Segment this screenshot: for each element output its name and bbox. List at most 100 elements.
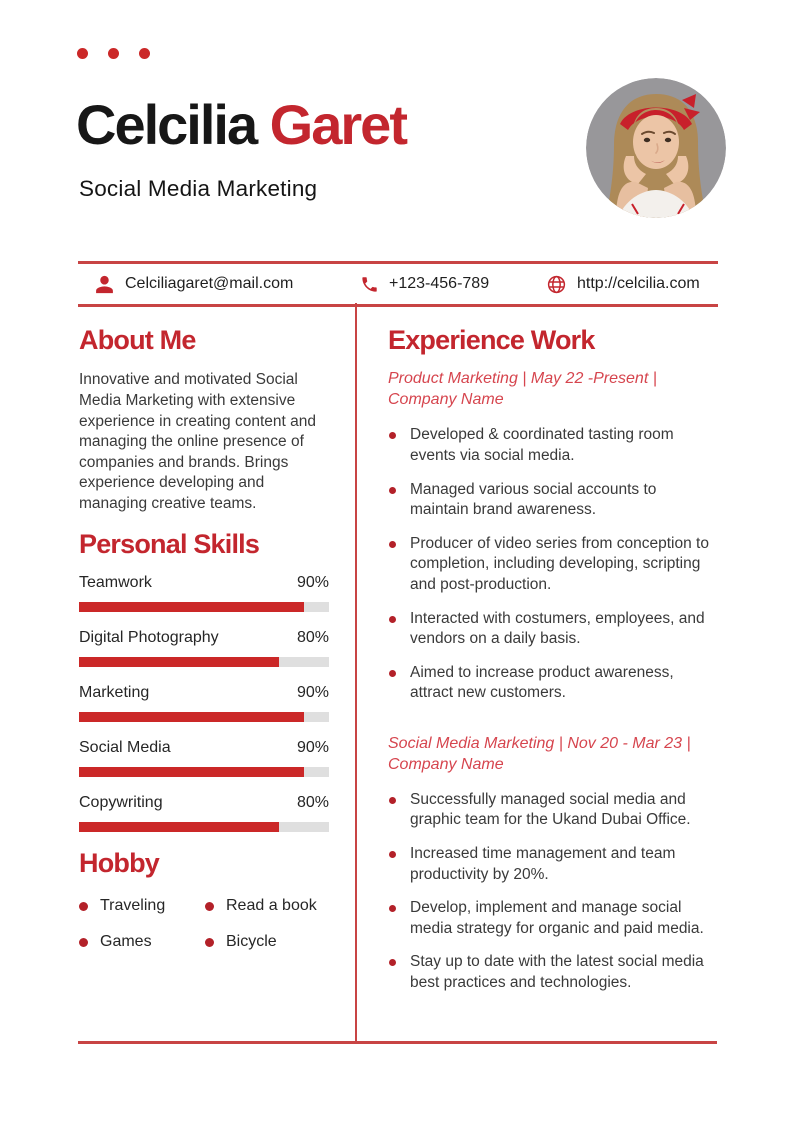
skill-row: Teamwork 90% <box>79 574 329 612</box>
bullet-icon <box>205 901 214 911</box>
first-name: Celcilia <box>76 93 258 156</box>
hobby-list: Traveling Read a book Games Bicycle <box>79 897 329 951</box>
contact-phone[interactable]: +123-456-789 <box>360 275 546 294</box>
job-bullet: Developed & coordinated tasting room eve… <box>388 425 712 466</box>
skill-row: Digital Photography 80% <box>79 629 329 667</box>
skill-bar-fill <box>79 821 279 832</box>
bullet-text: Producer of video series from conception… <box>410 534 709 593</box>
skill-bar <box>79 656 329 667</box>
bullet-icon <box>79 937 88 947</box>
bullet-text: Aimed to increase product awareness, att… <box>410 663 674 702</box>
profile-photo <box>586 78 726 218</box>
bottom-divider <box>78 1041 717 1044</box>
skill-label: Teamwork <box>79 573 152 591</box>
hobby-label: Read a book <box>226 897 317 915</box>
bullet-icon <box>205 937 214 947</box>
skill-bar <box>79 711 329 722</box>
hobby-section: Hobby Traveling Read a book Games Bicycle <box>79 847 329 951</box>
contact-website[interactable]: http://celcilia.com <box>546 274 718 295</box>
phone-icon <box>362 276 377 292</box>
globe-icon <box>547 275 566 293</box>
skills-heading: Personal Skills <box>79 528 260 559</box>
skill-percent: 90% <box>296 683 329 701</box>
skill-bar <box>79 821 329 832</box>
hobby-item: Games <box>79 933 205 951</box>
hobby-item: Read a book <box>205 897 329 915</box>
skill-percent: 80% <box>296 793 329 811</box>
last-name: Garet <box>269 93 408 156</box>
bullet-text: Develop, implement and manage social med… <box>410 899 704 937</box>
bullet-text: Stay up to date with the latest social m… <box>410 953 704 992</box>
skill-percent: 90% <box>296 573 329 591</box>
bullet-text: Developed & coordinated tasting room eve… <box>410 426 674 464</box>
right-column: Experience Work Product Marketing | May … <box>388 326 712 1007</box>
hobby-item: Traveling <box>79 897 205 915</box>
experience-heading: Experience Work <box>388 325 595 355</box>
skill-percent: 80% <box>296 628 329 646</box>
skill-bar <box>79 766 329 777</box>
job-bullet: Develop, implement and manage social med… <box>388 898 712 939</box>
skill-label: Marketing <box>79 683 150 701</box>
job-entry: Social Media Marketing | Nov 20 - Mar 23… <box>388 733 712 994</box>
hobby-label: Games <box>100 933 152 951</box>
person-icon <box>96 275 113 293</box>
email-text: Celciliagaret@mail.com <box>125 275 294 292</box>
decor-dot <box>139 48 150 59</box>
contact-bar: Celciliagaret@mail.com +123-456-789 http… <box>78 261 718 307</box>
left-column: About Me Innovative and motivated Social… <box>79 326 329 951</box>
bullet-icon <box>389 851 396 859</box>
column-divider <box>355 303 357 1042</box>
bullet-icon <box>389 615 396 623</box>
hobby-label: Traveling <box>100 897 166 915</box>
skill-row: Marketing 90% <box>79 684 329 722</box>
job-bullet: Producer of video series from conception… <box>388 534 712 596</box>
skill-percent: 90% <box>296 738 329 756</box>
website-text: http://celcilia.com <box>577 275 700 292</box>
job-subtitle: Social Media Marketing <box>79 176 318 201</box>
bullet-text: Successfully managed social media and gr… <box>410 790 691 829</box>
phone-text: +123-456-789 <box>389 275 490 292</box>
skill-row: Social Media 90% <box>79 739 329 777</box>
bullet-text: Increased time management and team produ… <box>410 845 676 883</box>
job-title: Product Marketing | May 22 -Present | Co… <box>388 370 657 409</box>
skill-row: Copywriting 80% <box>79 794 329 832</box>
bullet-text: Interacted with costumers, employees, an… <box>410 609 705 648</box>
bullet-icon <box>389 796 396 804</box>
skill-label: Digital Photography <box>79 628 219 646</box>
bullet-icon <box>79 901 88 911</box>
hobby-item: Bicycle <box>205 933 329 951</box>
skill-bar-fill <box>79 711 304 722</box>
skill-bar <box>79 601 329 612</box>
skill-bar-fill <box>79 601 304 612</box>
job-bullet: Increased time management and team produ… <box>388 844 712 885</box>
bullet-icon <box>389 905 396 913</box>
page-title: Celcilia Garet <box>76 93 408 156</box>
decor-dots <box>77 48 150 59</box>
avatar <box>586 78 726 218</box>
bullet-icon <box>389 669 396 677</box>
skills-section: Personal Skills Teamwork 90% Digital Photo… <box>79 528 329 832</box>
decor-dot <box>77 48 88 59</box>
jobs-list: Product Marketing | May 22 -Present | Co… <box>388 368 712 993</box>
job-bullet: Aimed to increase product awareness, att… <box>388 663 712 704</box>
job-bullet: Stay up to date with the latest social m… <box>388 952 712 993</box>
decor-dot <box>108 48 119 59</box>
bullet-icon <box>389 432 396 440</box>
job-bullet: Managed various social accounts to maint… <box>388 480 712 521</box>
bullet-icon <box>389 959 396 967</box>
skill-bar-fill <box>79 656 279 667</box>
skill-label: Copywriting <box>79 793 163 811</box>
contact-email[interactable]: Celciliagaret@mail.com <box>78 274 360 295</box>
skills-list: Teamwork 90% Digital Photography 80% Marketi… <box>79 574 329 832</box>
job-bullet: Interacted with costumers, employees, an… <box>388 609 712 650</box>
about-text: Innovative and motivated Social Media Ma… <box>79 371 316 512</box>
skill-bar-fill <box>79 766 304 777</box>
job-bullet: Successfully managed social media and gr… <box>388 790 712 831</box>
about-heading: About Me <box>79 325 196 355</box>
job-entry: Product Marketing | May 22 -Present | Co… <box>388 368 712 704</box>
bullet-icon <box>389 486 396 494</box>
skill-label: Social Media <box>79 738 171 756</box>
hobby-heading: Hobby <box>79 847 160 878</box>
bullet-text: Managed various social accounts to maint… <box>410 480 657 519</box>
